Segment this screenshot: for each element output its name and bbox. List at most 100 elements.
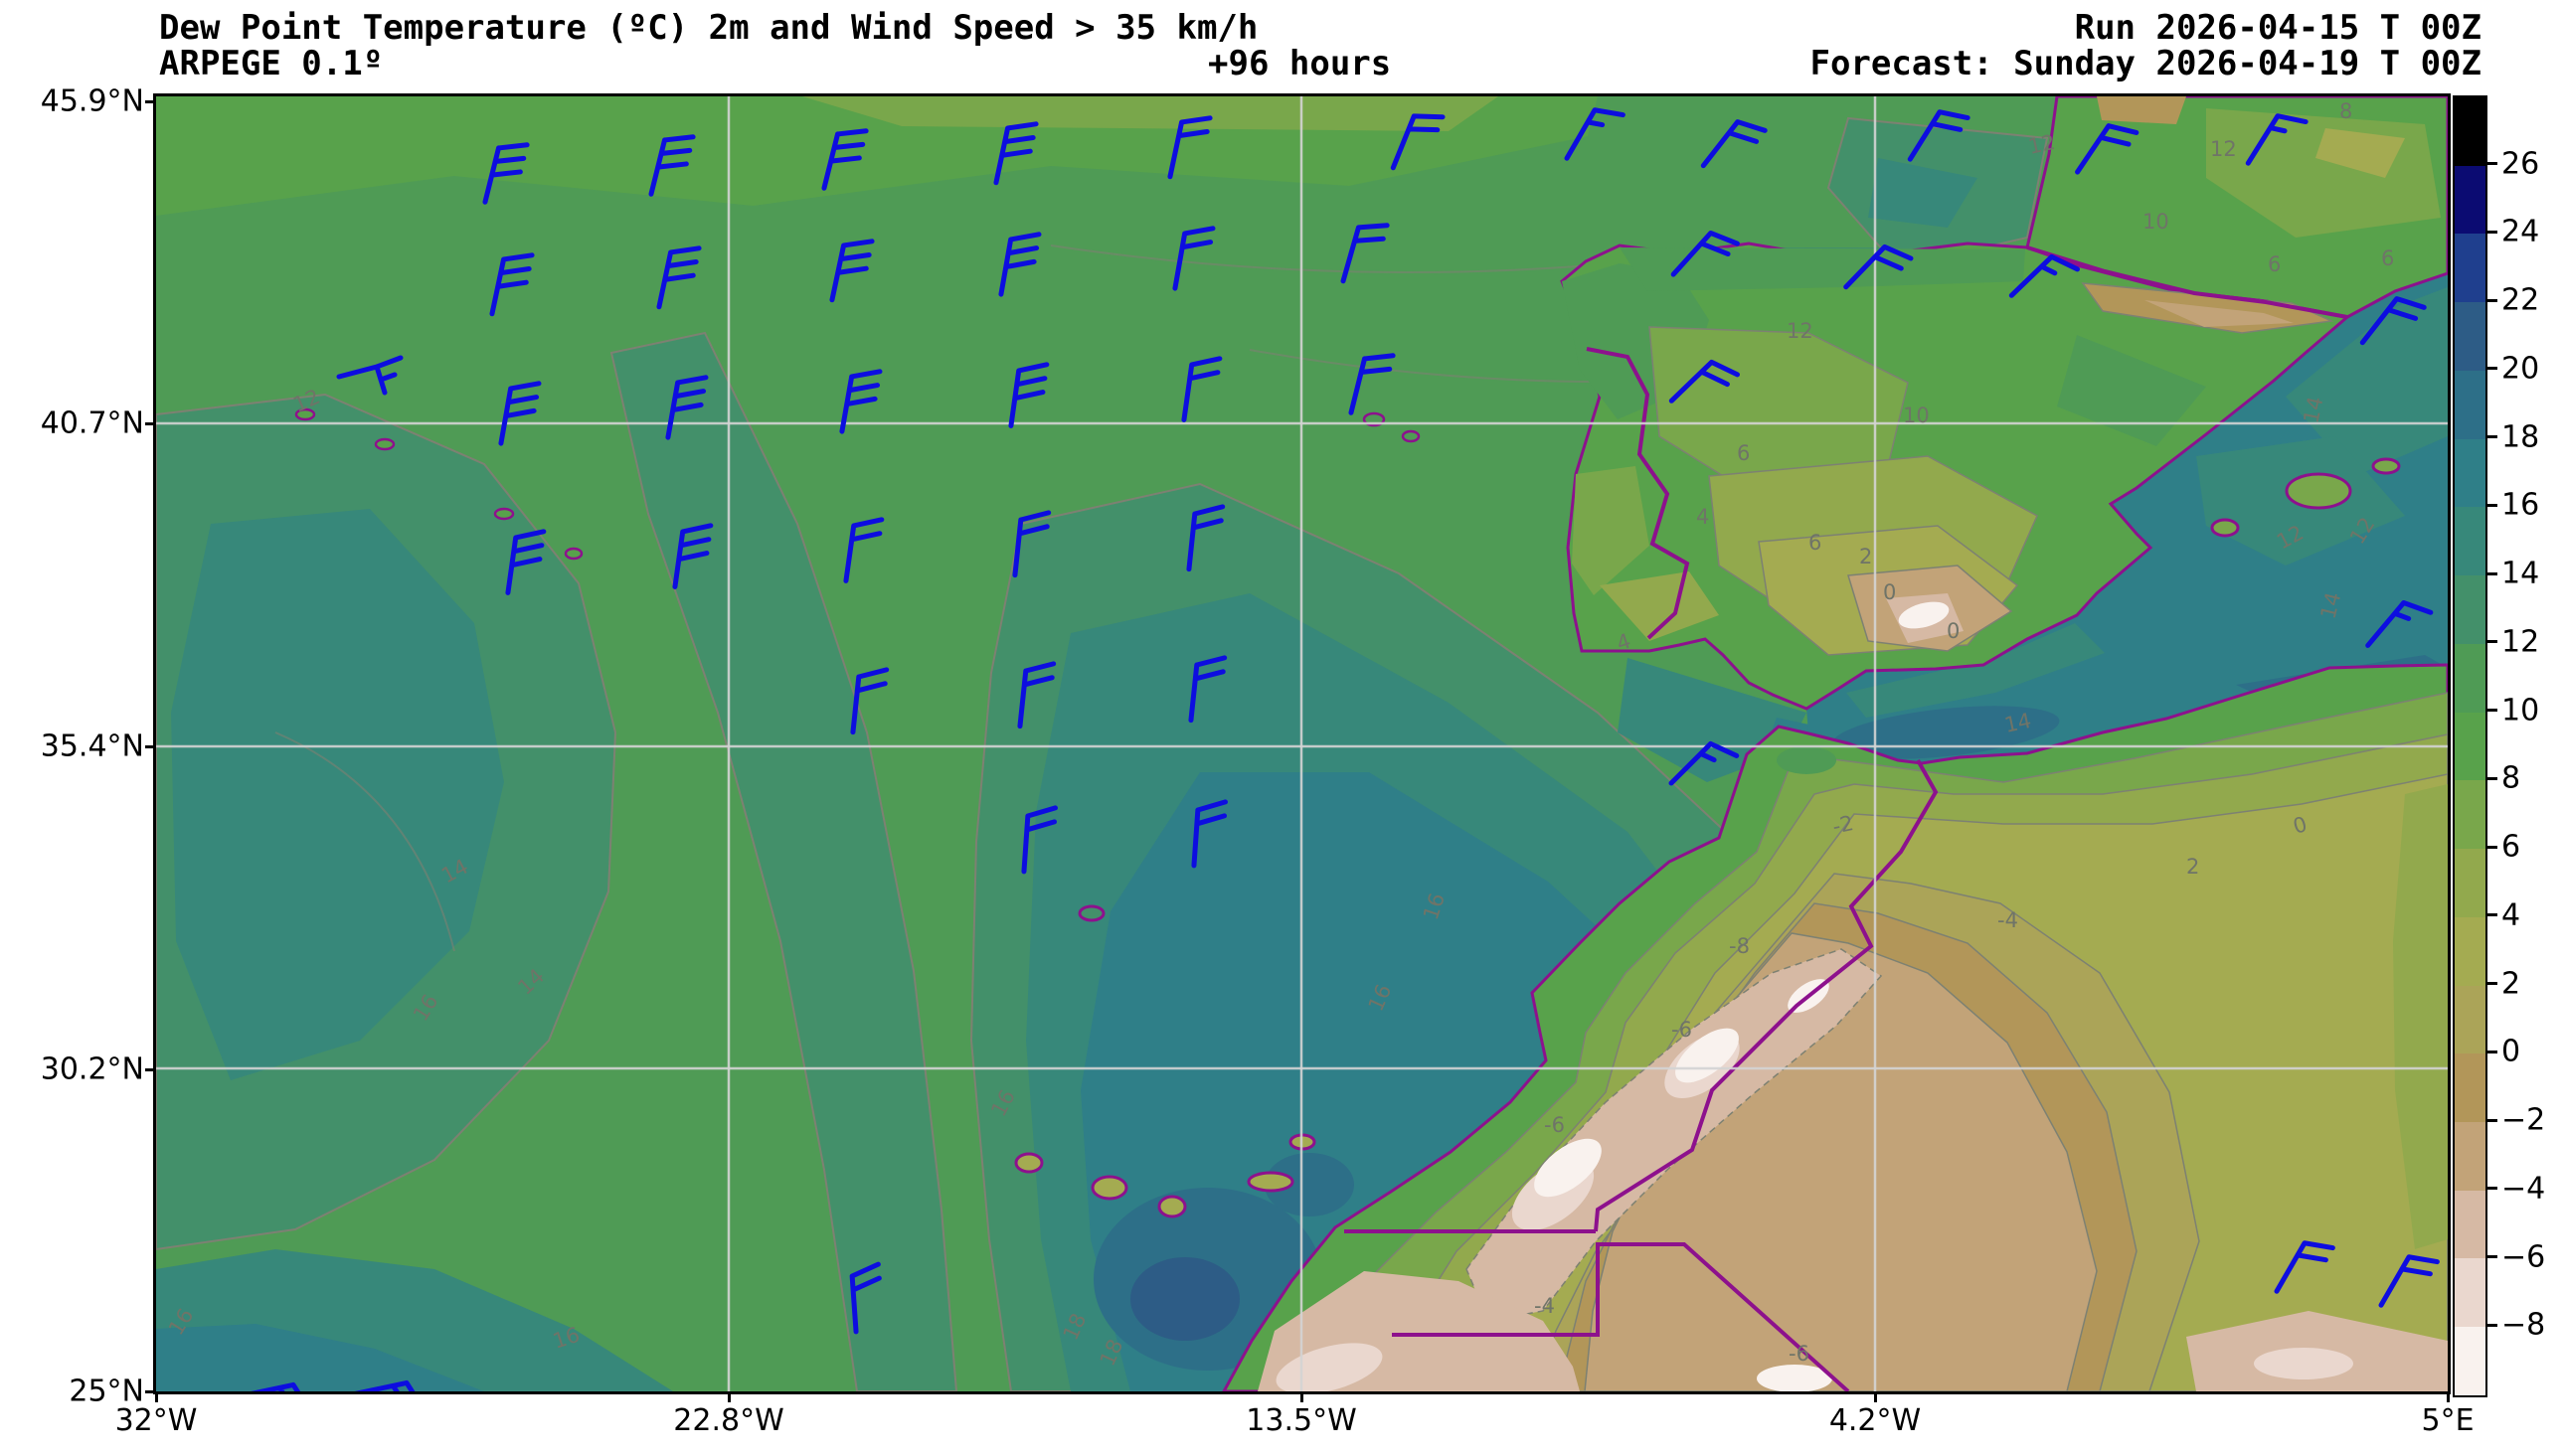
colorbar-value-label: 8 bbox=[2501, 760, 2521, 796]
wind-barb bbox=[1012, 510, 1052, 578]
y-tick-mark bbox=[145, 744, 156, 748]
ocean-band-north-light bbox=[802, 96, 1498, 131]
contour-label: -8 bbox=[1729, 934, 1750, 958]
wind-barb bbox=[1181, 356, 1223, 422]
colorbar-tick bbox=[2485, 1187, 2497, 1191]
colorbar-segment bbox=[2455, 1053, 2485, 1123]
biscay-teal-core bbox=[1868, 158, 1977, 228]
wind-barb bbox=[993, 121, 1039, 186]
wind-barb bbox=[821, 128, 869, 191]
wind-barb bbox=[648, 134, 696, 197]
iberia-north-strip bbox=[1620, 247, 2025, 291]
contour-label: 14 bbox=[2299, 395, 2327, 425]
contour-label: 12 bbox=[1787, 319, 1813, 343]
wind-barb bbox=[1191, 799, 1228, 869]
colorbar-value-label: 4 bbox=[2501, 897, 2521, 933]
x-tick-mark bbox=[727, 1391, 731, 1402]
ocean-dark-pocket-lobe bbox=[1265, 1153, 1354, 1216]
contour-label: 6 bbox=[1808, 531, 1821, 555]
wind-barb bbox=[839, 369, 883, 434]
y-tick-label: 40.7°N bbox=[40, 405, 144, 441]
contour-ring-1 bbox=[1362, 411, 1386, 427]
colorbar-value-label: −6 bbox=[2501, 1239, 2546, 1275]
wind-barb bbox=[1008, 362, 1050, 428]
colorbar-segment bbox=[2455, 507, 2485, 576]
wind-barb bbox=[2008, 253, 2081, 298]
colorbar-value-label: −8 bbox=[2501, 1307, 2546, 1343]
contour-label: 8 bbox=[2339, 99, 2352, 123]
y-tick-label: 45.9°N bbox=[40, 83, 144, 119]
wsahara-step-border bbox=[1392, 1242, 1850, 1391]
colorbar-tick bbox=[2485, 845, 2497, 849]
colorbar-value-label: −4 bbox=[2501, 1171, 2546, 1207]
contour-ring-2 bbox=[1401, 429, 1421, 443]
wind-barb bbox=[489, 252, 535, 317]
colorbar-tick bbox=[2485, 1255, 2497, 1259]
iberia-alentejo-patch bbox=[1600, 571, 1719, 641]
colorbar-value-label: 12 bbox=[2501, 624, 2540, 660]
wind-barb bbox=[1700, 119, 1768, 169]
map-area: 12 12 10 8 6 6 12 10 6 4 6 2 0 0 4 14 16 16 16 16 18 18 14 12 14… bbox=[156, 96, 2448, 1391]
contour-label: 12 bbox=[2026, 130, 2057, 159]
x-tick-label: 32°W bbox=[114, 1403, 198, 1438]
contour-label: 6 bbox=[1737, 441, 1750, 465]
wind-barb bbox=[850, 667, 890, 735]
island-la-palma bbox=[1014, 1152, 1044, 1174]
x-tick-label: 13.5°W bbox=[1246, 1403, 1357, 1438]
colorbar-tick bbox=[2485, 503, 2497, 507]
wind-barb bbox=[2245, 113, 2309, 166]
wind-barb bbox=[1843, 243, 1914, 290]
wind-barb bbox=[1668, 359, 1741, 404]
contour-label: -6 bbox=[1789, 1342, 1809, 1366]
island-gran-canaria bbox=[1157, 1195, 1187, 1218]
contour-label: 0 bbox=[1883, 580, 1896, 604]
portugal-spain-border bbox=[1586, 347, 1690, 640]
wind-barb bbox=[1186, 504, 1226, 572]
colorbar-value-label: 26 bbox=[2501, 146, 2540, 182]
spain-france-border bbox=[2026, 245, 2348, 319]
portugal-west-patch bbox=[1572, 466, 1649, 595]
wind-barb bbox=[1188, 655, 1228, 724]
wind-barb bbox=[1564, 107, 1626, 161]
wind-barb bbox=[482, 142, 530, 205]
colorbar-value-label: 2 bbox=[2501, 966, 2521, 1002]
wind-barb bbox=[1021, 805, 1058, 875]
wind-barb bbox=[1167, 115, 1213, 180]
wind-barb bbox=[236, 1381, 311, 1391]
contour-label: 0 bbox=[1947, 619, 1960, 643]
colorbar-segment bbox=[2455, 1190, 2485, 1259]
colorbar-tick bbox=[2485, 640, 2497, 644]
colorbar-tick bbox=[2485, 367, 2497, 371]
colorbar-value-label: 16 bbox=[2501, 487, 2540, 523]
wind-barb bbox=[505, 529, 547, 595]
x-tick-label: 22.8°W bbox=[673, 1403, 784, 1438]
chart-title: Dew Point Temperature (ºC) 2m and Wind S… bbox=[159, 8, 1259, 48]
colorbar-tick bbox=[2485, 162, 2497, 166]
wind-barb bbox=[998, 232, 1042, 297]
colorbar-tick bbox=[2485, 913, 2497, 917]
y-tick-mark bbox=[145, 421, 156, 425]
colorbar-tick bbox=[2485, 435, 2497, 439]
contour-label: 6 bbox=[2381, 246, 2394, 270]
colorbar-segment bbox=[2455, 916, 2485, 986]
contour-label: 14 bbox=[2002, 709, 2033, 737]
colorbar-segment bbox=[2455, 849, 2485, 917]
colorbar-value-label: 18 bbox=[2501, 419, 2540, 455]
ocean-dark-pocket-core bbox=[1130, 1257, 1240, 1341]
wind-barb bbox=[336, 355, 404, 396]
colorbar-segment bbox=[2455, 302, 2485, 371]
wind-barb bbox=[849, 1261, 882, 1335]
colorbar-tick bbox=[2485, 1323, 2497, 1327]
atlas-pink-band bbox=[1465, 948, 1883, 1322]
x-tick-label: 4.2°W bbox=[1828, 1403, 1922, 1438]
lat-lon-gridlines bbox=[156, 96, 2448, 1391]
island-ibiza bbox=[2210, 518, 2240, 538]
colorbar-value-label: 10 bbox=[2501, 693, 2540, 728]
island-menorca bbox=[2371, 457, 2401, 475]
wind-barb bbox=[1348, 353, 1396, 415]
contour-label: 4 bbox=[1696, 505, 1709, 529]
colorbar-scale bbox=[2453, 95, 2487, 1397]
colorbar-segment bbox=[2455, 1122, 2485, 1191]
wind-barb bbox=[2378, 1254, 2440, 1308]
colorbar-value-label: 0 bbox=[2501, 1034, 2521, 1069]
